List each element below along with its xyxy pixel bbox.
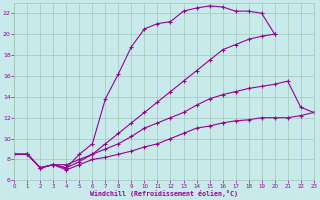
- X-axis label: Windchill (Refroidissement éolien,°C): Windchill (Refroidissement éolien,°C): [90, 190, 238, 197]
